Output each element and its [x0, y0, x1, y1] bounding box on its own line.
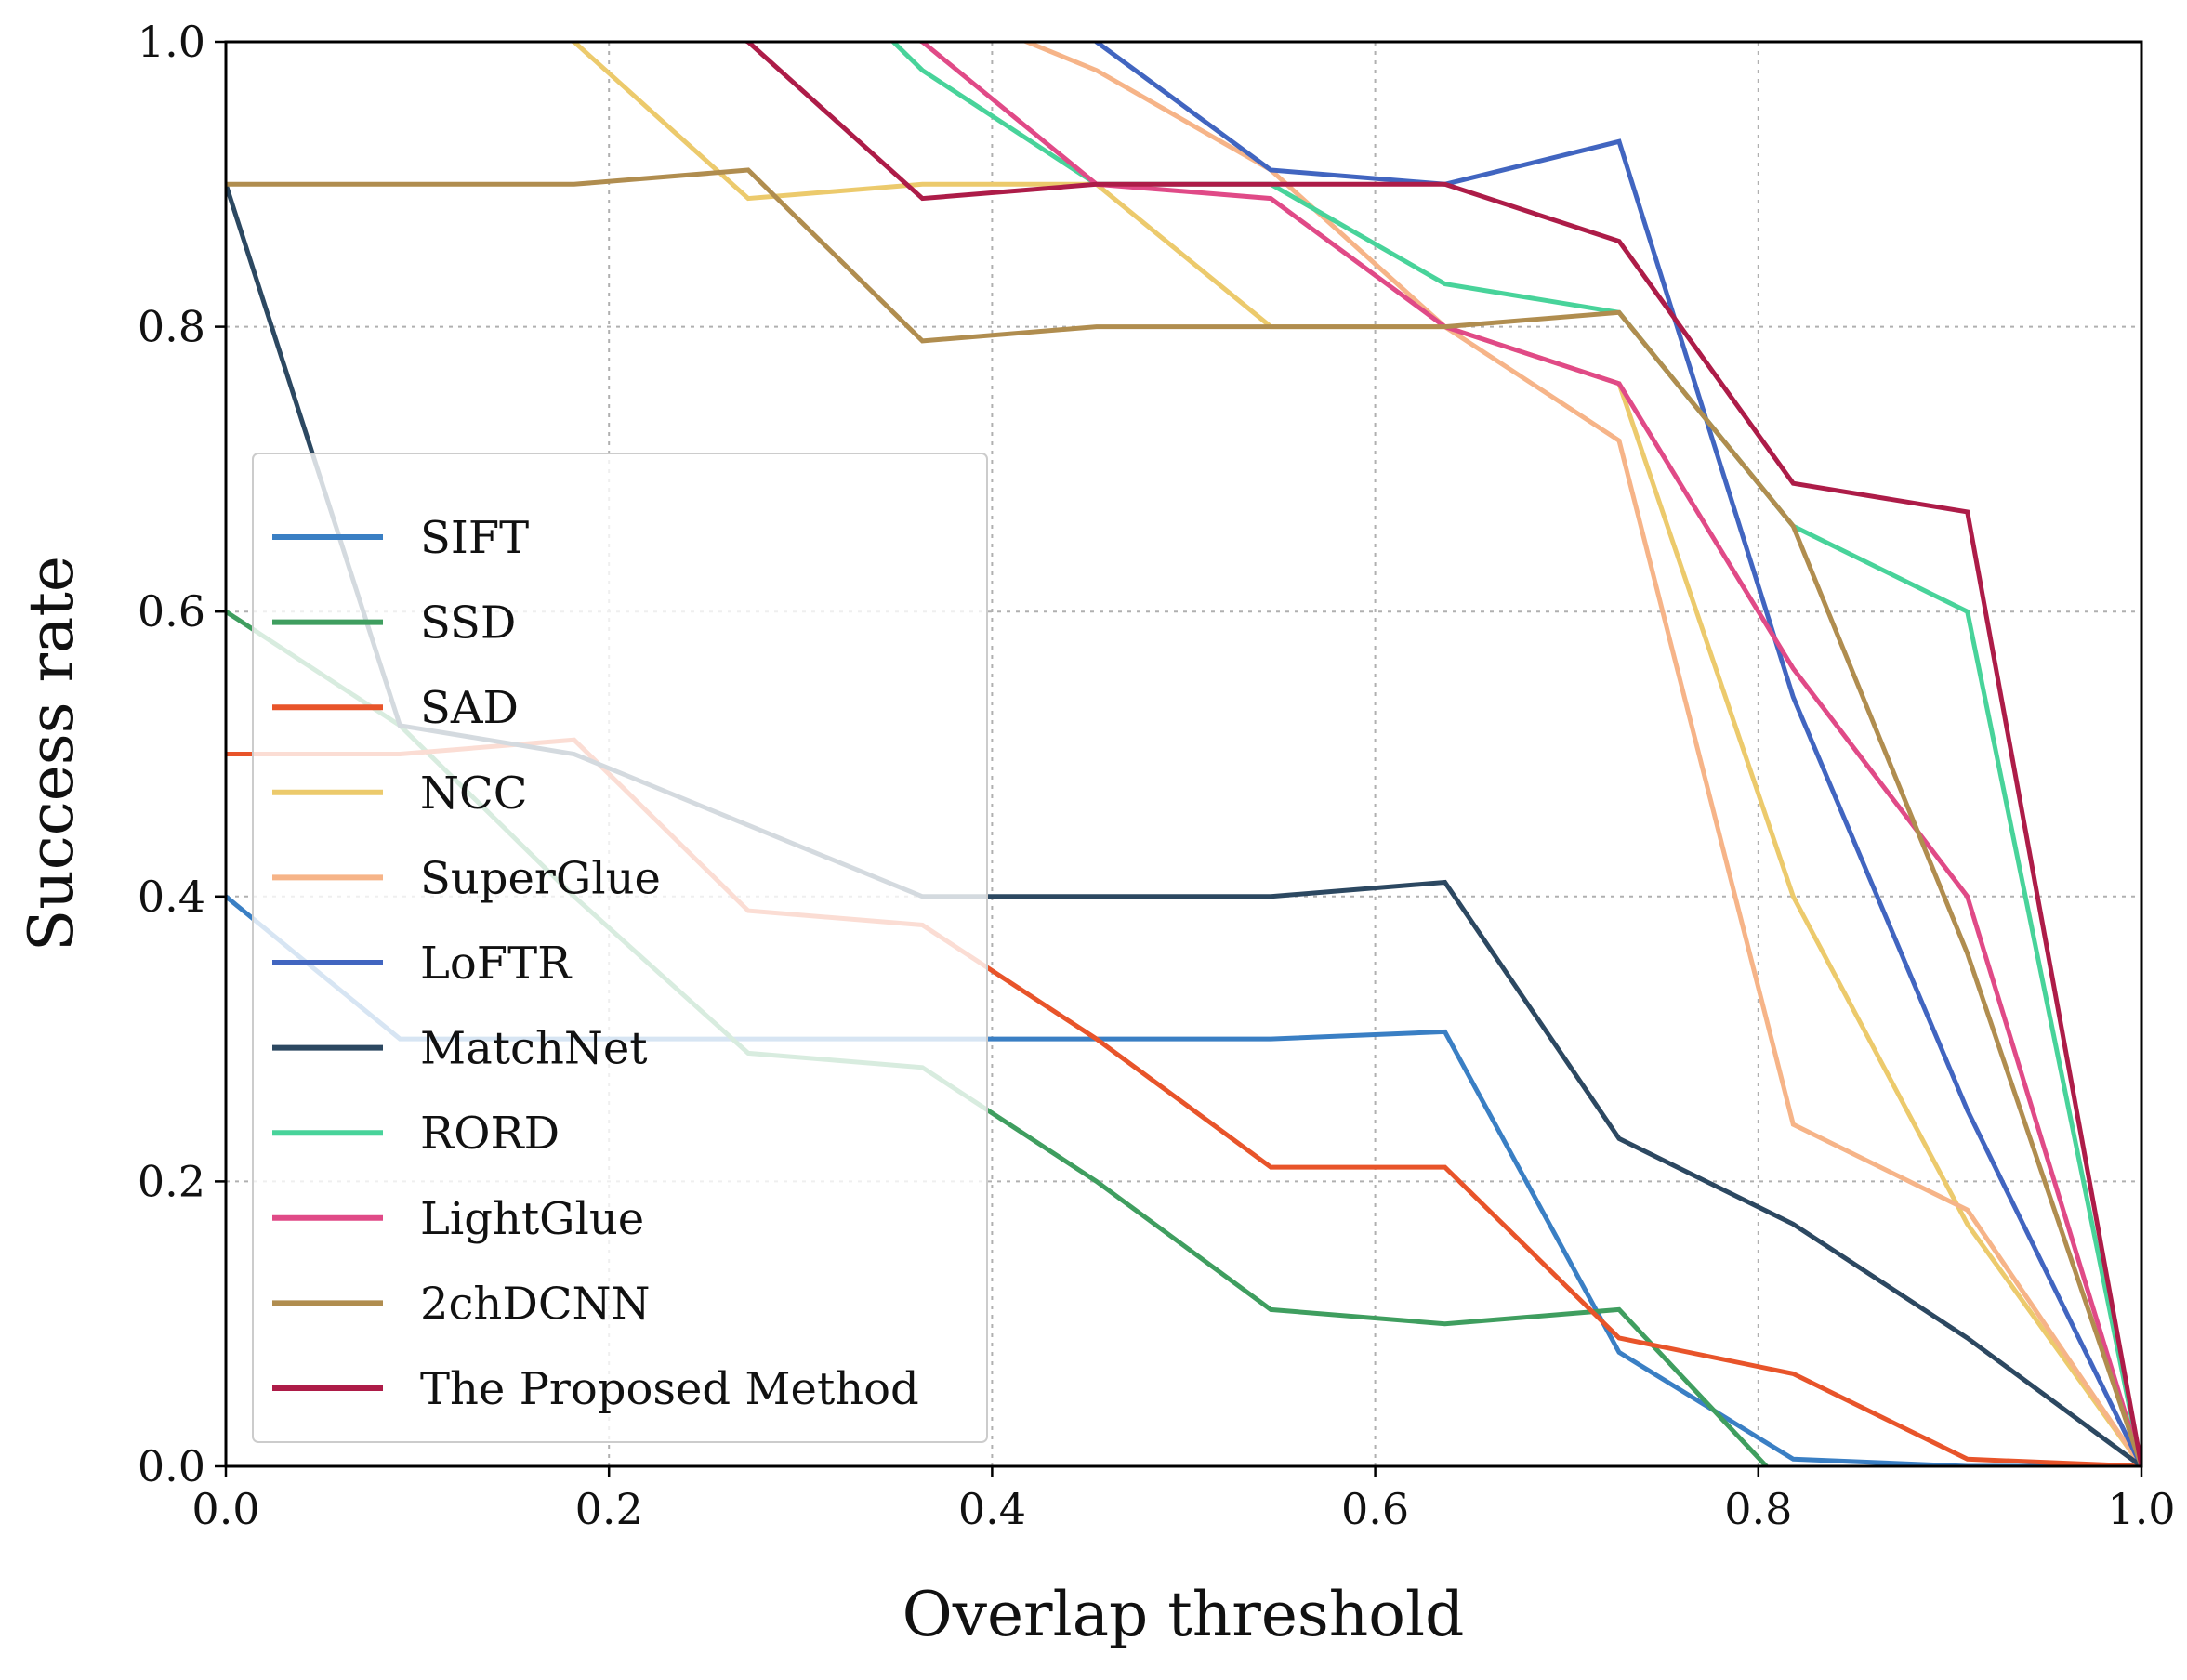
legend-label-sad: SAD — [420, 682, 519, 734]
x-tick-label: 0.0 — [191, 1484, 259, 1534]
x-tick-label: 0.2 — [575, 1484, 643, 1534]
series-line-the-proposed-method — [742, 42, 2141, 1466]
y-tick-label: 0.2 — [138, 1156, 205, 1206]
legend-label-loftr: LoFTR — [420, 938, 573, 990]
y-tick-label: 0.8 — [138, 302, 205, 352]
y-tick-label: 0.0 — [138, 1441, 205, 1491]
plot-frame — [224, 40, 2143, 1468]
axis-ticks: 0.0 0.2 0.4 0.6 0.8 1.0 0.0 0.2 0.4 0.6 0.8 1.0 — [138, 17, 2176, 1534]
x-tick-label: 0.4 — [958, 1484, 1026, 1534]
legend-label-lightglue: LightGlue — [420, 1193, 644, 1245]
series-line-loftr — [1092, 42, 2141, 1466]
legend-label-sift: SIFT — [420, 512, 529, 564]
x-axis-label: Overlap threshold — [902, 1579, 1465, 1650]
series-line-lightglue — [916, 42, 2141, 1466]
legend-label-rord: RORD — [420, 1108, 560, 1160]
legend-box — [252, 453, 988, 1443]
legend-label-2chdcnn: 2chDCNN — [420, 1278, 651, 1330]
x-tick-label: 0.8 — [1724, 1484, 1792, 1534]
legend-label-ncc: NCC — [420, 768, 527, 820]
x-tick-label: 1.0 — [2107, 1484, 2175, 1534]
legend-label-the-proposed-method: The Proposed Method — [420, 1363, 919, 1415]
y-tick-label: 0.4 — [138, 872, 205, 922]
y-axis-label: Success rate — [16, 556, 87, 952]
legend-label-superglue: SuperGlue — [420, 852, 661, 904]
y-tick-label: 0.6 — [138, 586, 205, 637]
series-line-2chdcnn — [226, 167, 2141, 1466]
legend-label-matchnet: MatchNet — [420, 1023, 648, 1075]
series-line-superglue — [1021, 42, 2141, 1466]
y-tick-label: 1.0 — [138, 17, 205, 67]
legend: SIFT SSD SAD NCC SuperGlue LoFTR MatchNet RORD L… — [252, 453, 988, 1443]
series-lines — [226, 42, 2141, 1466]
series-line-ncc — [568, 42, 2141, 1466]
x-tick-label: 0.6 — [1341, 1484, 1409, 1534]
legend-label-ssd: SSD — [420, 597, 516, 650]
